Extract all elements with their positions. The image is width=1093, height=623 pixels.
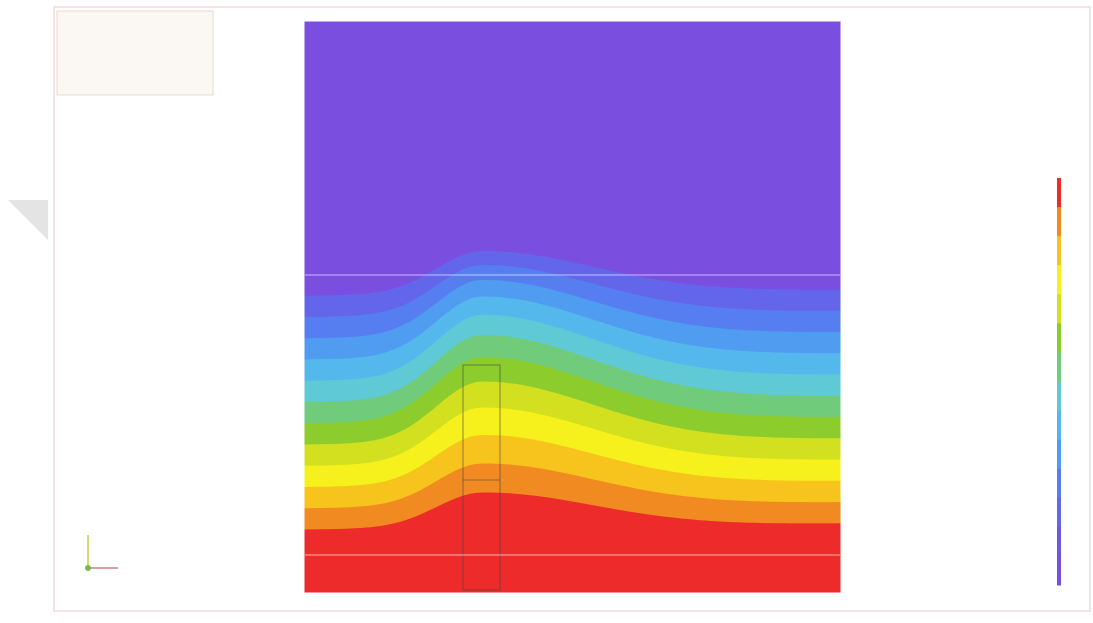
- contour-plot: [304, 21, 841, 593]
- colorbar-swatch: [1057, 294, 1061, 324]
- side-tab[interactable]: [8, 200, 48, 240]
- colorbar-swatch: [1057, 265, 1061, 295]
- colorbar-swatch: [1057, 207, 1061, 237]
- contour-band: [304, 492, 841, 593]
- colorbar-swatch: [1057, 497, 1061, 528]
- colorbar-swatch: [1057, 352, 1061, 382]
- colorbar-swatch: [1057, 236, 1061, 266]
- colorbar-swatch: [1057, 526, 1061, 557]
- colorbar-swatch: [1057, 555, 1061, 586]
- structure-outline: [462, 364, 501, 591]
- colorbar-swatch: [1057, 410, 1061, 441]
- colorbar-swatch: [1057, 178, 1061, 208]
- colorbar-swatch: [1057, 381, 1061, 412]
- frame: [53, 6, 1091, 612]
- colorbar-swatch: [1057, 323, 1061, 353]
- colorbar: [1057, 178, 1061, 586]
- colorbar-swatch: [1057, 468, 1061, 499]
- axis-triad: [85, 535, 118, 571]
- info-box: [56, 10, 214, 96]
- colorbar-swatch: [1057, 439, 1061, 470]
